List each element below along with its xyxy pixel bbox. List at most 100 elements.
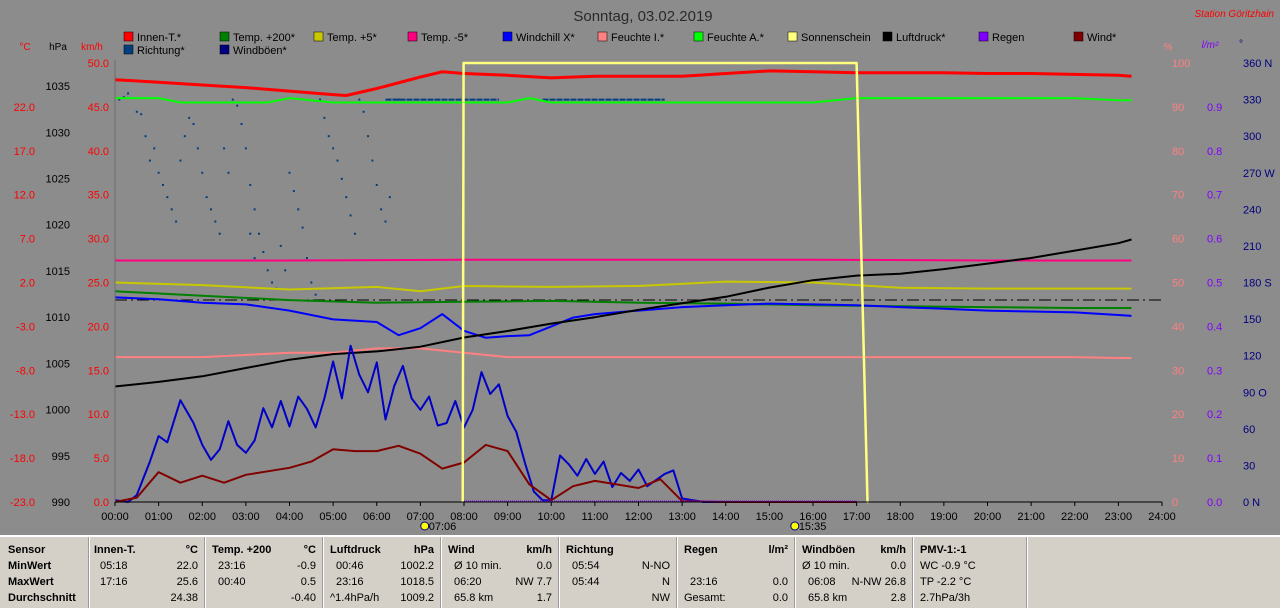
x-tick-label: 12:00 <box>625 511 653 523</box>
direction-point <box>340 177 343 180</box>
x-tick-label: 07:00 <box>407 511 435 523</box>
legend: Innen-T.* Temp. +200* Temp. +5* Temp. -5* Wi… <box>123 31 1117 57</box>
x-tick-label: 01:00 <box>145 511 173 523</box>
direction-point <box>231 98 234 101</box>
wind-tick-label: 25.0 <box>88 278 109 290</box>
stats-innen-max-time: 17:16 <box>100 576 128 588</box>
stats-rain-max-time: 23:16 <box>690 576 718 588</box>
series-line <box>115 347 1132 359</box>
direction-point <box>157 171 160 174</box>
stats-rain-total-label: Gesamt: <box>684 592 726 604</box>
stats-divider <box>676 537 678 608</box>
wind-tick-label: 20.0 <box>88 321 109 333</box>
stats-pressure-header: Luftdruck <box>330 544 381 556</box>
temp-tick-label: 12.0 <box>14 190 35 202</box>
stats-gust-avg10-value: 0.0 <box>890 560 906 572</box>
direction-unit-label: ° <box>1239 39 1243 50</box>
stats-innen-column: Innen-T. °C 05:18 22.0 17:16 25.6 24.38 <box>94 542 200 608</box>
stats-gust-max-value: N-NW 26.8 <box>851 576 906 588</box>
direction-point <box>362 110 365 113</box>
direction-point <box>327 135 330 138</box>
stats-wind-column: Wind km/h Ø 10 min. 0.0 06:20 NW 7.7 65.… <box>448 542 554 608</box>
pressure-tick-label: 1025 <box>46 174 70 186</box>
direction-point <box>323 116 326 119</box>
legend-label: Windböen* <box>233 45 288 57</box>
stats-row-label-avg: Durchschnitt <box>8 592 76 604</box>
rain-tick-label: 0.0 <box>1207 497 1222 509</box>
weather-chart: Sonntag, 03.02.2019 Station Göritzhain I… <box>10 8 1275 533</box>
wind-tick-label: 30.0 <box>88 234 109 246</box>
legend-label: Temp. +200* <box>233 32 296 44</box>
rain-tick-label: 0.6 <box>1207 234 1222 246</box>
axis-units: °C hPa km/h % l/m² ° <box>19 39 1243 53</box>
x-tick-label: 10:00 <box>537 511 565 523</box>
direction-point <box>135 110 138 113</box>
wind-tick-label: 5.0 <box>94 453 109 465</box>
x-tick-label: 00:00 <box>101 511 129 523</box>
rain-tick-label: 0.2 <box>1207 409 1222 421</box>
direction-point <box>367 135 370 138</box>
pressure-tick-label: 1030 <box>46 127 70 139</box>
direction-point <box>148 159 151 162</box>
pressure-tick-label: 995 <box>52 451 70 463</box>
direction-point <box>249 232 252 235</box>
direction-point <box>179 159 182 162</box>
humidity-tick-label: 0 <box>1172 497 1178 509</box>
direction-point <box>332 147 335 150</box>
direction-point <box>236 104 239 107</box>
humidity-tick-label: 70 <box>1172 190 1184 202</box>
direction-point <box>161 183 164 186</box>
direction-tick-label: 150 <box>1243 314 1261 326</box>
humidity-tick-label: 60 <box>1172 234 1184 246</box>
legend-label: Richtung* <box>137 45 185 57</box>
rain-tick-label: 0.3 <box>1207 365 1222 377</box>
x-tick-label: 13:00 <box>668 511 696 523</box>
rain-tick-label: 0.8 <box>1207 146 1222 158</box>
x-tick-label: 19:00 <box>930 511 958 523</box>
stats-innen-min-value: 22.0 <box>176 560 198 572</box>
direction-point <box>380 208 383 211</box>
direction-point <box>209 208 212 211</box>
x-tick-label: 20:00 <box>974 511 1002 523</box>
wind-tick-label: 50.0 <box>88 58 109 70</box>
direction-point <box>292 190 295 193</box>
stats-pressure-max-time: 23:16 <box>336 576 364 588</box>
stats-gust-max-time: 06:08 <box>808 576 836 588</box>
legend-swatch <box>597 31 608 42</box>
direction-point <box>218 232 221 235</box>
x-tick-label: 21:00 <box>1017 511 1045 523</box>
temp-tick-label: 17.0 <box>14 146 35 158</box>
series-line <box>114 290 1132 309</box>
stats-divider <box>204 537 206 608</box>
direction-tick-label: 60 <box>1243 424 1255 436</box>
rain-tick-label: 0.5 <box>1207 278 1222 290</box>
stats-temp-column: Temp. +200 °C 23:16 -0.9 00:40 0.5 -0.40 <box>212 542 318 608</box>
series-line <box>114 69 1132 97</box>
humidity-tick-label: 100 <box>1172 58 1190 70</box>
direction-point <box>118 98 121 101</box>
series-line <box>114 344 857 503</box>
wind-tick-label: 40.0 <box>88 146 109 158</box>
x-tick-label: 23:00 <box>1105 511 1133 523</box>
stats-divider <box>322 537 324 608</box>
direction-point <box>175 220 178 223</box>
sunset-time-label: 15:35 <box>799 521 827 533</box>
temp-tick-label: -13.0 <box>10 409 35 421</box>
direction-point <box>284 269 287 272</box>
stats-wind-avg10-value: 0.0 <box>536 560 552 572</box>
legend-label: Temp. +5* <box>327 32 378 44</box>
legend-label: Feuchte A.* <box>707 32 765 44</box>
pressure-tick-label: 1020 <box>46 220 70 232</box>
direction-point <box>288 171 291 174</box>
series-line <box>114 443 857 503</box>
pressure-tick-label: 1015 <box>46 266 70 278</box>
stats-wind-avg10-label: Ø 10 min. <box>454 560 502 572</box>
temp-unit-label: °C <box>19 42 30 53</box>
direction-point <box>240 122 243 125</box>
rain-tick-label: 0.7 <box>1207 190 1222 202</box>
direction-point <box>397 98 400 101</box>
stats-divider <box>794 537 796 608</box>
wind-tick-label: 15.0 <box>88 365 109 377</box>
legend-swatch <box>978 31 989 42</box>
direction-point <box>192 122 195 125</box>
